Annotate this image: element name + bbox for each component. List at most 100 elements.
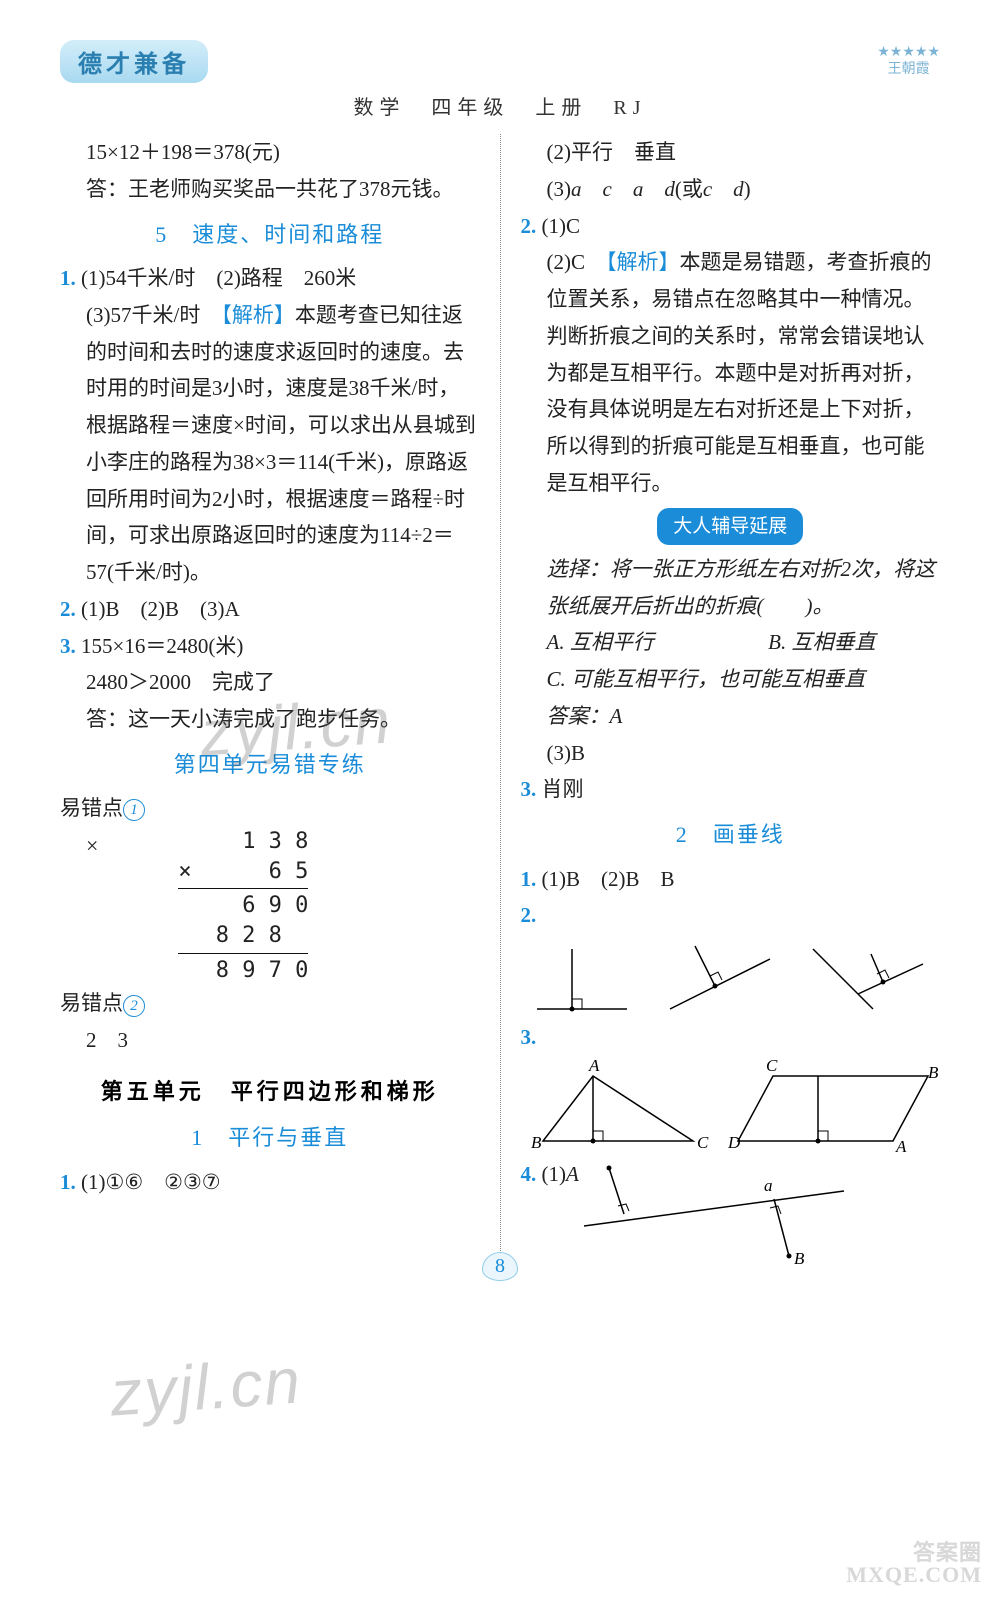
question-block: 3. 155×16＝2480(米) <box>60 628 480 665</box>
text: (2)C <box>547 250 607 274</box>
section-title: 5 速度、时间和路程 <box>60 216 480 255</box>
analysis-text: 本题是易错题，考查折痕的位置关系，易错点在忽略其中一种情况。判断折痕之间的关系时… <box>547 250 932 495</box>
question-block: 2. (1)B (2)B (3)A <box>60 591 480 628</box>
left-column: 15×12＋198＝378(元) 答：王老师购买奖品一共花了378元钱。 5 速… <box>60 134 480 1271</box>
right-column: (2)平行 垂直 (3)a c a d(或c d) 2. (1)C (2)C 【… <box>521 134 941 1271</box>
text: (或 <box>675 177 703 201</box>
question-number: 3. <box>60 634 76 658</box>
question-block: 2. (1)C <box>521 208 941 245</box>
analysis-text: 本题考查已知往返的时间和去时的速度求返回时的速度。去时用的时间是3小时，速度是3… <box>86 303 476 584</box>
error-point-label: 易错点2 <box>60 985 480 1022</box>
text-line: (3)57千米/时 【解析】本题考查已知往返的时间和去时的速度求返回时的速度。去… <box>60 297 480 591</box>
text-line: (3)a c a d(或c d) <box>521 171 941 208</box>
question-number: 1. <box>60 266 76 290</box>
figure-row: A B C C B D A <box>521 1056 941 1156</box>
triangle-figure: A B C <box>523 1056 713 1156</box>
question-block: 2. <box>521 897 941 934</box>
text: 155×16＝2480(米) <box>81 634 243 658</box>
line-figure: a B <box>564 1156 864 1271</box>
question-block: 3. <box>521 1019 941 1056</box>
text: 肖刚 <box>542 777 584 801</box>
column-divider <box>500 134 501 1271</box>
val: 6 5 <box>269 859 309 884</box>
text: (1)54千米/时 (2)路程 260米 <box>81 266 356 290</box>
mult-row: × 6 5 <box>178 857 308 887</box>
text: (1)B (2)B B <box>542 867 675 891</box>
text-line: 2480＞2000 完成了 <box>60 664 480 701</box>
question-number: 2. <box>60 597 76 621</box>
section-title: 2 画垂线 <box>521 816 941 855</box>
label-B: B <box>794 1249 805 1268</box>
mult-row: 8 2 8 <box>178 921 308 951</box>
section-title: 1 平行与垂直 <box>60 1119 480 1158</box>
label-D: D <box>728 1133 741 1152</box>
label-a: a <box>764 1176 773 1195</box>
text: (1)①⑥ ②③⑦ <box>81 1170 221 1194</box>
text-line: 答：这一天小涛完成了跑步任务。 <box>60 701 480 738</box>
text: (3)57千米/时 <box>86 303 221 327</box>
label-A: A <box>895 1137 907 1156</box>
question-number: 3. <box>521 1025 537 1049</box>
watermark: zyjl.cn <box>108 1343 305 1430</box>
label-C: C <box>697 1133 709 1152</box>
text-line: 2 3 <box>60 1022 480 1059</box>
opt-b: B. 互相垂直 <box>768 630 875 654</box>
text: (1) <box>542 1162 567 1186</box>
badge-left: 德才兼备 <box>60 40 208 83</box>
section-title: 第四单元易错专练 <box>60 746 480 785</box>
question-block: 3. 肖刚 <box>521 771 941 808</box>
text: 易错点 <box>60 991 123 1015</box>
text: (1)B (2)B (3)A <box>81 597 240 621</box>
corner-logo: 答案圈MXQE.COM <box>846 1542 982 1586</box>
question-block: 1. (1)①⑥ ②③⑦ <box>60 1164 480 1201</box>
label-C: C <box>766 1056 778 1075</box>
mult-row: 6 9 0 <box>178 888 308 921</box>
text-line: 答：王老师购买奖品一共花了378元钱。 <box>60 171 480 208</box>
label-B: B <box>928 1063 938 1082</box>
page-number: 8 <box>482 1252 518 1281</box>
multiplication-work: 1 3 8 ×6 5 6 9 0 8 2 8 8 9 7 0 <box>178 827 308 985</box>
text-line: (2)平行 垂直 <box>521 134 941 171</box>
text: ) <box>744 177 751 201</box>
mult-row: 8 9 7 0 <box>178 953 308 986</box>
ext-option: A. 互相平行 B. 互相垂直 <box>521 624 941 661</box>
ext-answer: 答案：A <box>521 698 941 735</box>
error-point-label: 易错点1 <box>60 790 480 827</box>
perpendicular-figure <box>803 934 933 1019</box>
perpendicular-figure <box>660 934 780 1019</box>
text: 易错点 <box>60 796 123 820</box>
page-header: 数学 四年级 上册 RJ <box>60 91 940 120</box>
figure-row <box>521 934 941 1019</box>
question-number: 1. <box>60 1170 76 1194</box>
badge-number: 1 <box>123 799 145 821</box>
label-A: A <box>588 1056 600 1075</box>
text-line: 15×12＋198＝378(元) <box>60 134 480 171</box>
text-line: (3)B <box>521 735 941 772</box>
parallelogram-figure: C B D A <box>728 1056 938 1156</box>
analysis-tag: 【解析】 <box>606 250 680 274</box>
var: a c a d <box>571 177 675 201</box>
analysis-tag: 【解析】 <box>221 303 295 327</box>
question-block: 1. (1)54千米/时 (2)路程 260米 <box>60 260 480 297</box>
label-B: B <box>531 1133 542 1152</box>
badge-right: ★★★★★王朝霞 <box>877 45 940 79</box>
var: c d <box>703 177 744 201</box>
question-block: 4. (1)A a B <box>521 1156 941 1271</box>
text-line: (2)C 【解析】本题是易错题，考查折痕的位置关系，易错点在忽略其中一种情况。判… <box>521 244 941 501</box>
multiply-sign: × <box>86 827 98 866</box>
unit-title: 第五单元 平行四边形和梯形 <box>60 1073 480 1112</box>
question-number: 4. <box>521 1162 537 1186</box>
perpendicular-figure <box>527 939 637 1019</box>
ext-text: 选择：将一张正方形纸左右对折2次，将这张纸展开后折出的折痕( )。 <box>521 551 941 625</box>
badge-number: 2 <box>123 995 145 1017</box>
opt-a: A. 互相平行 <box>547 624 763 661</box>
extension-pill: 大人辅导延展 <box>657 508 803 545</box>
text: (3) <box>547 177 572 201</box>
text: (1)C <box>542 214 581 238</box>
question-number: 3. <box>521 777 537 801</box>
question-number: 2. <box>521 214 537 238</box>
sign: × <box>178 857 191 887</box>
ext-option: C. 可能互相平行，也可能互相垂直 <box>521 661 941 698</box>
question-number: 2. <box>521 903 537 927</box>
question-number: 1. <box>521 867 537 891</box>
